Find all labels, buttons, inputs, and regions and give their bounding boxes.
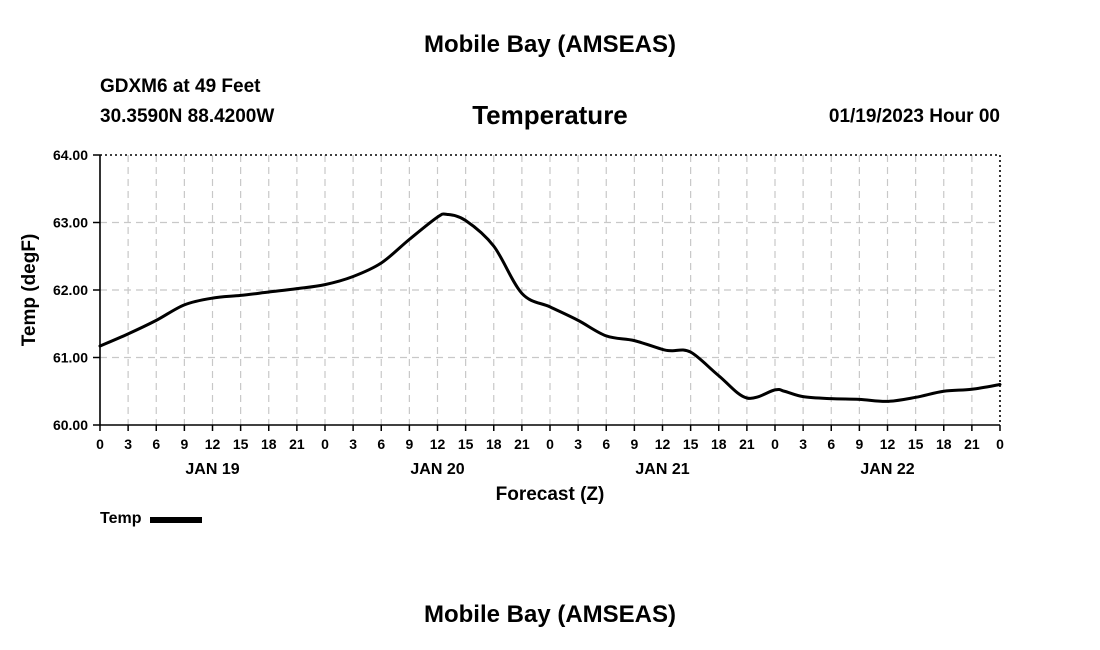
x-tick-label: 12 [430, 436, 446, 452]
day-label: JAN 19 [185, 461, 239, 478]
x-tick-label: 15 [233, 436, 249, 452]
legend: Temp [100, 510, 203, 528]
footer-title: Mobile Bay (AMSEAS) [423, 601, 677, 628]
x-tick-label: 9 [855, 436, 863, 452]
x-tick-label: 3 [574, 436, 582, 452]
x-tick-label: 0 [96, 436, 104, 452]
x-tick-label: 0 [546, 436, 554, 452]
day-label: JAN 22 [860, 461, 914, 478]
x-tick-label: 15 [908, 436, 924, 452]
x-tick-label: 18 [711, 436, 727, 452]
x-tick-label: 9 [405, 436, 413, 452]
x-tick-label: 12 [655, 436, 671, 452]
day-label: JAN 21 [635, 461, 689, 478]
y-tick-label: 64.00 [53, 147, 88, 163]
x-tick-label: 21 [514, 436, 530, 452]
x-tick-label: 9 [630, 436, 638, 452]
x-tick-label: 0 [771, 436, 779, 452]
station-label: GDXM6 at 49 Feet [100, 76, 261, 97]
x-tick-label: 0 [321, 436, 329, 452]
x-tick-label: 6 [152, 436, 160, 452]
y-tick-label: 63.00 [53, 215, 88, 231]
day-label: JAN 20 [410, 461, 464, 478]
y-tick-label: 61.00 [53, 350, 88, 366]
y-tick-label: 60.00 [53, 417, 88, 433]
x-tick-label: 21 [289, 436, 305, 452]
x-tick-label: 12 [880, 436, 896, 452]
series-line-temp [98, 212, 1002, 403]
x-tick-label: 6 [827, 436, 835, 452]
x-tick-label: 21 [739, 436, 755, 452]
chart-title: Mobile Bay (AMSEAS) [423, 31, 677, 58]
legend-label: Temp [100, 510, 142, 527]
x-tick-label: 6 [377, 436, 385, 452]
x-tick-label: 12 [205, 436, 221, 452]
x-tick-label: 6 [602, 436, 610, 452]
forecast-timestamp: 01/19/2023 Hour 00 [828, 106, 1000, 127]
x-tick-label: 3 [124, 436, 132, 452]
x-tick-label: 15 [458, 436, 474, 452]
x-tick-label: 3 [349, 436, 357, 452]
coordinates-label: 30.3590N 88.4200W [100, 106, 275, 127]
variable-title: Temperature [472, 100, 628, 130]
x-axis-title: Forecast (Z) [496, 484, 605, 505]
x-tick-label: 18 [936, 436, 952, 452]
x-tick-label: 3 [799, 436, 807, 452]
x-tick-label: 9 [180, 436, 188, 452]
x-tick-label: 0 [996, 436, 1004, 452]
y-tick-label: 62.00 [53, 282, 88, 298]
y-axis-title: Temp (degF) [19, 234, 40, 347]
x-tick-label: 18 [261, 436, 277, 452]
x-tick-label: 21 [964, 436, 980, 452]
x-tick-label: 18 [486, 436, 502, 452]
legend-swatch [150, 517, 203, 523]
x-tick-label: 15 [683, 436, 699, 452]
